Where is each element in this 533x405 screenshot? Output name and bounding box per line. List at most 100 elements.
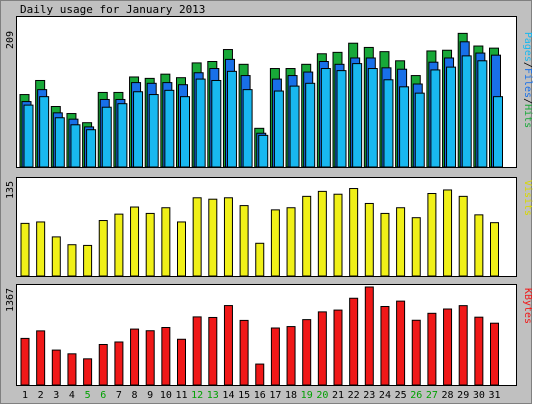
- ylabel-sep1: /: [522, 62, 533, 68]
- kbytes-bar-day-5: [83, 358, 93, 386]
- pages-bar-day-6: [101, 106, 112, 168]
- pages-bar-day-15: [242, 89, 253, 168]
- visits-bar-day-4: [67, 244, 77, 277]
- kbytes-bar-day-6: [98, 343, 108, 386]
- kbytes-bar-day-12: [192, 316, 202, 386]
- visits-ymax-label: 135: [5, 181, 16, 199]
- visits-bar-day-31: [490, 222, 499, 277]
- pages-bar-day-11: [180, 96, 190, 168]
- x-tick-label-day-24: 24: [379, 390, 391, 401]
- chart-title: Daily usage for January 2013: [20, 3, 205, 16]
- kbytes-bar-day-27: [427, 312, 437, 386]
- x-tick-label-day-8: 8: [132, 390, 138, 401]
- kbytes-bar-day-25: [396, 300, 406, 386]
- pages-bar-day-18: [289, 85, 300, 168]
- pages-bar-day-26: [414, 92, 425, 168]
- kbytes-bar-day-1: [20, 337, 30, 386]
- x-tick-label-day-23: 23: [363, 390, 375, 401]
- visits-bar-day-13: [208, 198, 218, 277]
- x-tick-label-day-26: 26: [410, 390, 422, 401]
- visits-bar-day-28: [443, 189, 453, 277]
- visits-bar-day-24: [380, 212, 390, 277]
- pages-bar-day-19: [305, 82, 316, 168]
- x-tick-label-day-28: 28: [442, 390, 454, 401]
- kbytes-bar-day-13: [208, 316, 218, 386]
- visits-bar-day-6: [98, 220, 108, 277]
- visits-bar-day-5: [83, 244, 93, 277]
- pages-bar-day-31: [493, 96, 503, 168]
- visits-bar-day-30: [474, 214, 484, 277]
- x-axis-labels: 1 2 3 4 5 6 7 8 9 10 11 12 13 14 15 16 17 18 19 20 21 22 23 24 2…: [22, 390, 501, 401]
- kbytes-bar-day-3: [51, 349, 61, 386]
- kbytes-bar-day-26: [411, 319, 421, 386]
- visits-bar-day-27: [427, 193, 437, 277]
- kbytes-bar-day-31: [490, 322, 499, 386]
- x-tick-label-day-15: 15: [238, 390, 250, 401]
- kbytes-bar-day-23: [364, 286, 374, 386]
- kbytes-bar-day-21: [333, 309, 343, 386]
- kbytes-bar-day-2: [36, 330, 46, 386]
- visits-bar-day-23: [364, 202, 374, 277]
- visits-bar-day-16: [255, 242, 265, 277]
- pages-bar-day-9: [148, 94, 159, 168]
- kbytes-bar-day-14: [223, 305, 233, 386]
- kbytes-bar-day-11: [177, 338, 186, 386]
- pages-bar-day-30: [477, 60, 488, 168]
- kbytes-bar-day-29: [458, 305, 468, 386]
- kbytes-bar-day-20: [317, 311, 327, 386]
- pages-bar-day-20: [320, 68, 331, 168]
- x-tick-label-day-5: 5: [85, 390, 91, 401]
- x-tick-label-day-31: 31: [488, 390, 500, 401]
- visits-bar-day-18: [286, 207, 296, 277]
- pages-bar-day-7: [117, 103, 128, 168]
- x-tick-label-day-25: 25: [395, 390, 407, 401]
- hits-ylabel: Pages/Files/Hits: [522, 32, 533, 128]
- x-tick-label-day-11: 11: [175, 390, 187, 401]
- x-tick-label-day-2: 2: [38, 390, 44, 401]
- ylabel-hits: Hits: [522, 104, 533, 128]
- pages-bar-day-14: [226, 70, 237, 168]
- x-tick-label-day-4: 4: [69, 390, 75, 401]
- kbytes-ymax-label: 1367: [5, 288, 16, 312]
- kbytes-bar-day-7: [114, 341, 124, 386]
- visits-bar-day-22: [349, 188, 359, 277]
- pages-bar-day-17: [273, 90, 284, 168]
- pages-bar-day-1: [23, 104, 34, 168]
- x-tick-label-day-7: 7: [116, 390, 122, 401]
- visits-bar-day-11: [177, 221, 186, 277]
- x-tick-label-day-10: 10: [160, 390, 172, 401]
- visits-bar-day-14: [223, 197, 233, 277]
- pages-bar-day-29: [461, 55, 472, 168]
- kbytes-bar-day-16: [255, 363, 265, 386]
- x-tick-label-day-14: 14: [222, 390, 234, 401]
- ylabel-files: Files: [522, 68, 533, 98]
- visits-bar-day-10: [161, 207, 171, 277]
- x-tick-label-day-20: 20: [316, 390, 328, 401]
- visits-bar-day-17: [270, 209, 280, 277]
- x-tick-label-day-30: 30: [473, 390, 485, 401]
- visits-bar-day-7: [114, 213, 124, 277]
- visits-bar-day-12: [192, 197, 202, 277]
- visits-bar-day-29: [458, 195, 468, 277]
- x-tick-label-day-1: 1: [22, 390, 28, 401]
- x-tick-label-day-12: 12: [191, 390, 203, 401]
- kbytes-ylabel: KBytes: [522, 288, 533, 324]
- visits-bar-day-9: [145, 212, 155, 277]
- x-tick-label-day-3: 3: [53, 390, 59, 401]
- pages-bar-day-2: [39, 96, 50, 168]
- pages-bar-day-27: [430, 69, 441, 168]
- pages-bar-day-22: [352, 63, 363, 168]
- kbytes-bar-day-15: [239, 319, 249, 386]
- x-tick-label-day-9: 9: [147, 390, 153, 401]
- x-tick-label-day-19: 19: [301, 390, 313, 401]
- pages-bar-day-8: [133, 91, 144, 168]
- x-tick-label-day-18: 18: [285, 390, 297, 401]
- pages-bar-day-25: [399, 86, 410, 168]
- x-tick-label-day-27: 27: [426, 390, 438, 401]
- visits-bar-day-1: [20, 222, 30, 277]
- visits-bar-day-15: [239, 205, 249, 277]
- pages-bar-day-28: [446, 66, 457, 168]
- ylabel-pages: Pages: [522, 32, 533, 62]
